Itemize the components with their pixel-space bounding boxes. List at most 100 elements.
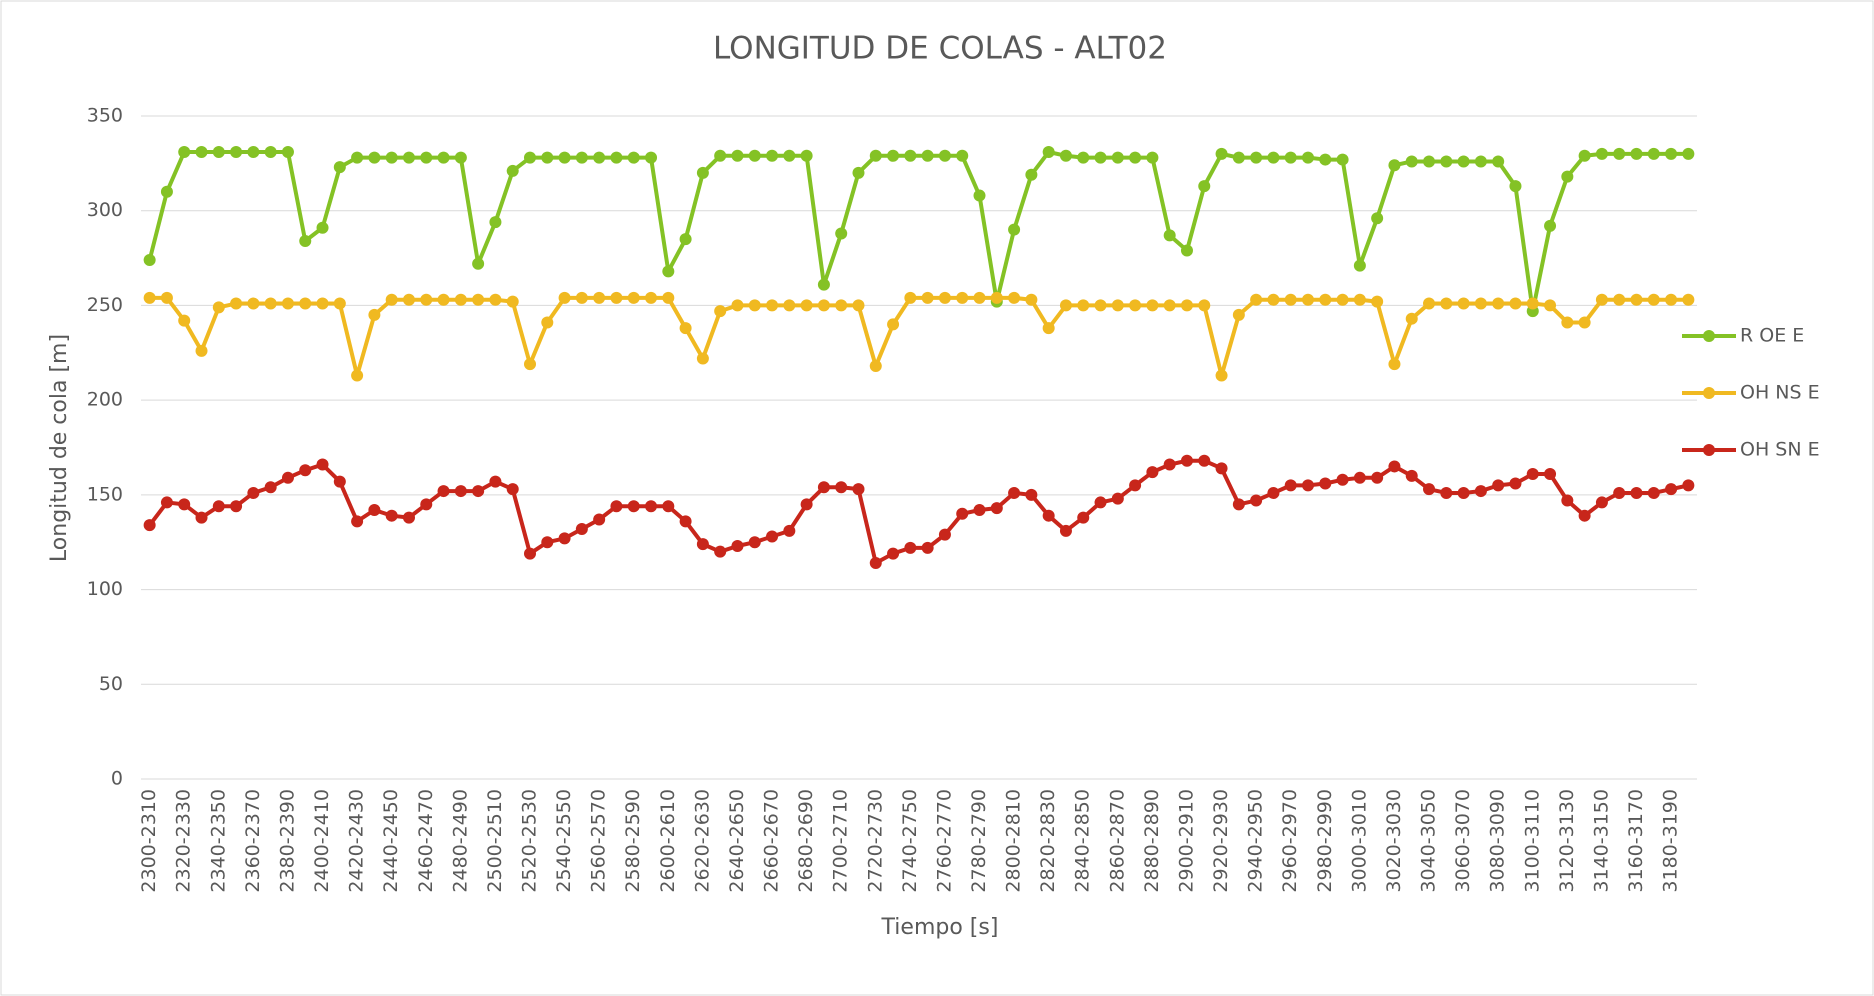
data-point: [1180, 299, 1193, 312]
data-point: [731, 149, 744, 162]
x-tick-label: 2540-2550: [553, 789, 575, 893]
data-point: [1094, 496, 1107, 509]
data-point: [938, 291, 951, 304]
data-point: [489, 475, 502, 488]
data-point: [247, 145, 260, 158]
data-point: [402, 293, 415, 306]
data-point: [1198, 299, 1211, 312]
data-point: [472, 485, 485, 498]
data-point: [1423, 483, 1436, 496]
x-tick-label: 2980-2990: [1314, 789, 1336, 893]
x-tick-label: 2640-2650: [726, 789, 748, 893]
data-point: [316, 458, 329, 471]
data-point: [887, 149, 900, 162]
data-point: [852, 483, 865, 496]
data-point: [938, 149, 951, 162]
data-point: [1267, 293, 1280, 306]
data-point: [368, 151, 381, 164]
data-point: [593, 513, 606, 526]
data-point: [1180, 244, 1193, 257]
data-point: [869, 149, 882, 162]
data-point: [714, 149, 727, 162]
y-tick-label: 50: [99, 673, 123, 695]
x-tick-label: 2560-2570: [588, 789, 610, 893]
data-point: [316, 297, 329, 310]
x-tick-label: 2960-2970: [1279, 789, 1301, 893]
x-tick-label: 2380-2390: [276, 789, 298, 893]
data-point: [627, 291, 640, 304]
x-tick-label: 3140-3150: [1590, 789, 1612, 893]
data-point: [1371, 471, 1384, 484]
data-point: [904, 291, 917, 304]
data-point: [1215, 369, 1228, 382]
data-point: [645, 291, 658, 304]
data-point: [1008, 223, 1021, 236]
data-point: [714, 305, 727, 318]
data-point: [1440, 486, 1453, 499]
x-tick-label: 2440-2450: [380, 789, 402, 893]
data-point: [558, 532, 571, 545]
data-point: [1111, 492, 1124, 505]
data-point: [212, 500, 225, 513]
data-point: [160, 496, 173, 509]
data-point: [1042, 509, 1055, 522]
data-point: [541, 536, 554, 549]
data-point: [1457, 155, 1470, 168]
data-point: [1613, 486, 1626, 499]
data-point: [1595, 293, 1608, 306]
x-tick-label: 2360-2370: [242, 789, 264, 893]
data-point: [1008, 486, 1021, 499]
x-tick-label: 2580-2590: [622, 789, 644, 893]
data-point: [506, 295, 519, 308]
data-point: [1665, 483, 1678, 496]
data-point: [1474, 155, 1487, 168]
data-point: [696, 538, 709, 551]
data-point: [921, 149, 934, 162]
data-point: [817, 278, 830, 291]
data-point: [1544, 468, 1557, 481]
data-point: [990, 291, 1003, 304]
data-point: [420, 498, 433, 511]
data-point: [1250, 151, 1263, 164]
data-point: [1180, 454, 1193, 467]
data-point: [904, 541, 917, 554]
x-tick-label: 2760-2770: [933, 789, 955, 893]
data-point: [1613, 147, 1626, 160]
y-axis-label: Longitud de cola [m]: [47, 334, 72, 562]
data-point: [748, 536, 761, 549]
data-point: [1146, 466, 1159, 479]
chart-title: LONGITUD DE COLAS - ALT02: [713, 31, 1167, 67]
data-point: [178, 145, 191, 158]
y-tick-label: 250: [87, 294, 123, 316]
data-point: [766, 530, 779, 543]
data-point: [938, 528, 951, 541]
data-point: [195, 145, 208, 158]
data-point: [1077, 299, 1090, 312]
x-tick-label: 3080-3090: [1487, 789, 1509, 893]
x-tick-label: 3120-3130: [1556, 789, 1578, 893]
x-tick-label: 2620-2630: [691, 789, 713, 893]
x-tick-label: 2600-2610: [657, 789, 679, 893]
data-point: [1163, 299, 1176, 312]
data-point: [1492, 297, 1505, 310]
data-point: [264, 145, 277, 158]
data-point: [437, 293, 450, 306]
data-point: [143, 291, 156, 304]
data-point: [575, 151, 588, 164]
x-tick-label: 2340-2350: [207, 789, 229, 893]
data-point: [1474, 297, 1487, 310]
data-point: [1250, 494, 1263, 507]
data-point: [1682, 293, 1695, 306]
y-tick-label: 0: [111, 768, 123, 790]
x-tick-label: 2740-2750: [899, 789, 921, 893]
y-tick-label: 300: [87, 199, 123, 221]
legend-marker: [1703, 387, 1715, 399]
data-point: [1319, 477, 1332, 490]
data-point: [1630, 486, 1643, 499]
data-point: [143, 519, 156, 532]
data-point: [1423, 297, 1436, 310]
data-point: [869, 557, 882, 570]
data-point: [1561, 316, 1574, 329]
data-point: [1388, 358, 1401, 371]
